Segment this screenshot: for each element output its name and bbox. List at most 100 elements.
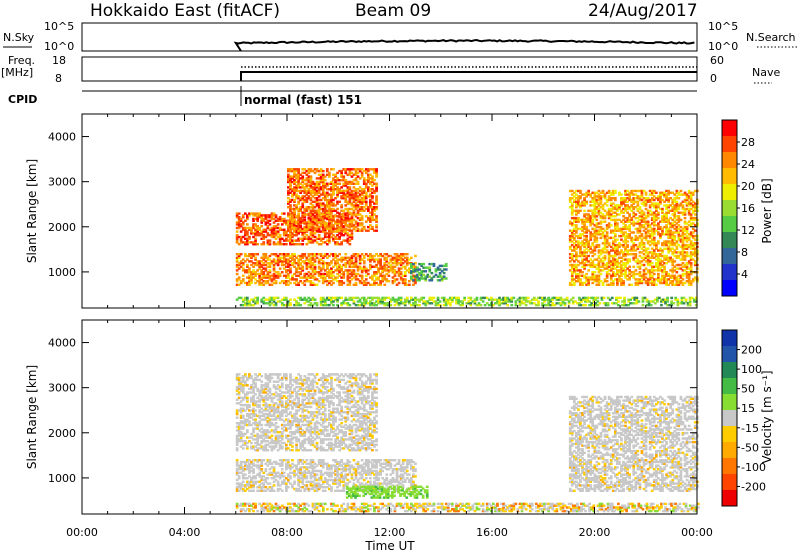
echo-cell [611, 193, 615, 196]
echo-cell [581, 240, 584, 243]
echo-cell [618, 206, 621, 209]
echo-cell [687, 276, 691, 279]
echo-cell [624, 238, 627, 241]
echo-cell [289, 206, 292, 209]
echo-cell [585, 276, 588, 279]
echo-cell [289, 243, 292, 246]
echo-cell [636, 283, 640, 286]
echo-cell [585, 227, 588, 231]
echo-cell [266, 302, 270, 305]
echo-cell [620, 202, 623, 205]
echo-cell [340, 303, 343, 307]
echo-cell [362, 191, 366, 194]
echo-cell [597, 267, 601, 270]
echo-cell [622, 207, 625, 211]
echo-cell [687, 200, 691, 203]
echo-cell [599, 222, 603, 225]
echo-cell [570, 229, 574, 232]
echo-cell [262, 219, 266, 222]
echo-cell [626, 233, 629, 236]
echo-cell [599, 216, 603, 220]
echo-cell [393, 300, 397, 303]
echo-cell [614, 189, 617, 193]
echo-cell [399, 278, 403, 281]
echo-cell [611, 249, 615, 252]
echo-cell [289, 237, 292, 240]
echo-cell [268, 263, 272, 267]
echo-cell [408, 269, 411, 272]
echo-cell [323, 276, 327, 279]
echo-cell [681, 269, 685, 272]
echo-cell [545, 303, 548, 307]
echo-cell [405, 253, 409, 256]
echo-cell [371, 256, 374, 259]
echo-cell [652, 191, 656, 194]
echo-cell [346, 237, 350, 240]
echo-cell [309, 232, 313, 235]
echo-cell [352, 179, 356, 182]
echo-cell [250, 253, 253, 256]
echo-cell [237, 438, 241, 441]
echo-cell [428, 296, 432, 300]
echo-cell [689, 222, 693, 225]
echo-cell [424, 277, 428, 280]
echo-cell [350, 218, 354, 222]
echo-cell [311, 225, 315, 229]
echo-cell [600, 296, 604, 300]
echo-cell [667, 193, 670, 196]
echo-cell [620, 271, 623, 274]
echo-cell [268, 269, 272, 272]
echo-cell [367, 258, 370, 261]
echo-cell [589, 231, 593, 234]
echo-cell [297, 267, 300, 270]
echo-cell [650, 191, 654, 194]
echo-cell [652, 251, 656, 254]
echo-cell [686, 303, 690, 307]
echo-cell [646, 224, 650, 227]
echo-cell [603, 256, 607, 259]
echo-cell [591, 274, 595, 277]
echo-cell [410, 298, 413, 301]
echo-cell [362, 169, 366, 173]
echo-cell [593, 211, 597, 214]
echo-cell [642, 224, 646, 227]
echo-cell [352, 227, 356, 231]
echo-cell [356, 209, 360, 212]
echo-cell [653, 302, 657, 305]
echo-cell [348, 182, 352, 185]
echo-cell [677, 231, 681, 234]
echo-cell [418, 303, 421, 307]
echo-cell [393, 262, 397, 265]
echo-cell [321, 177, 325, 180]
echo-cell [689, 263, 693, 267]
echo-cell [577, 272, 580, 276]
echo-cell [597, 195, 601, 198]
echo-cell [362, 265, 366, 268]
echo-cell [387, 262, 391, 265]
echo-cell [604, 302, 608, 305]
echo-cell [256, 280, 259, 283]
echo-cell [673, 238, 677, 241]
echo-cell [260, 269, 264, 272]
echo-cell [270, 274, 274, 277]
echo-cell [352, 173, 356, 176]
echo-cell [555, 298, 559, 301]
echo-cell [254, 237, 257, 240]
echo-cell [683, 258, 687, 261]
echo-cell [307, 213, 311, 216]
echo-cell [334, 227, 337, 231]
echo-cell [616, 262, 619, 265]
echo-cell [545, 298, 548, 301]
echo-cell [244, 296, 247, 300]
echo-cell [611, 236, 615, 240]
echo-cell [272, 298, 276, 301]
echo-cell [605, 198, 609, 202]
echo-cell [239, 303, 243, 307]
echo-cell [663, 216, 666, 220]
echo-cell [356, 265, 360, 268]
echo-cell [660, 300, 663, 303]
echo-cell [332, 278, 335, 281]
echo-cell [644, 193, 648, 196]
echo-cell [358, 254, 362, 258]
echo-cell [287, 274, 290, 277]
